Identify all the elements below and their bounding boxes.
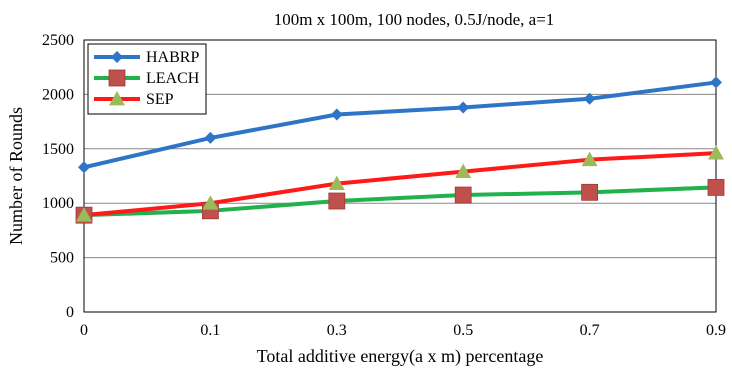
data-point-habrp: [78, 161, 90, 174]
data-point-habrp: [710, 76, 722, 89]
series-lines: [75, 76, 725, 224]
legend-label-habrp: HABRP: [146, 49, 199, 66]
series-line-leach: [83, 185, 717, 218]
x-axis-label: Total additive energy(a x m) percentage: [257, 346, 544, 367]
data-point-habrp: [457, 101, 470, 114]
data-point-sep: [328, 175, 345, 191]
data-point-sep: [455, 163, 472, 179]
legend-label-sep: SEP: [146, 91, 174, 108]
data-point-sep: [202, 195, 219, 210]
legend: HABRP LEACH SEP: [87, 43, 207, 115]
data-point-leach: [328, 192, 346, 210]
legend-label-leach: LEACH: [146, 70, 200, 87]
x-axis-ticks: 0 0.1 0.3 0.5 0.7 0.9: [80, 322, 726, 339]
x-tick-label: 0.1: [200, 322, 220, 339]
series-line-sep: [83, 151, 717, 218]
y-tick-label: 500: [50, 250, 74, 267]
series-line-habrp: [83, 80, 717, 170]
data-point-sep: [708, 145, 724, 160]
legend-marker: [109, 91, 125, 106]
y-tick-label: 2000: [42, 86, 74, 103]
y-axis-ticks: 0 500 1000 1500 2000 2500: [42, 32, 74, 321]
x-tick-label: 0.5: [453, 322, 473, 339]
legend-marker: [111, 51, 123, 63]
data-point-leach: [707, 179, 725, 196]
data-point-sep: [581, 151, 598, 167]
x-tick-label: 0.7: [580, 322, 600, 339]
plot-area-frame: [83, 39, 717, 313]
chart-title: 100m x 100m, 100 nodes, 0.5J/node, a=1: [274, 10, 555, 29]
x-tick-label: 0: [80, 322, 88, 339]
data-point-sep: [76, 207, 92, 222]
x-tick-label: 0.3: [327, 322, 347, 339]
y-tick-label: 0: [66, 304, 74, 321]
y-tick-label: 1000: [42, 195, 74, 212]
data-point-habrp: [330, 108, 343, 121]
x-tick-label: 0.9: [706, 322, 726, 339]
data-point-habrp: [583, 92, 596, 105]
data-point-leach: [581, 183, 598, 201]
y-tick-label: 2500: [42, 32, 74, 49]
legend-marker: [108, 69, 126, 87]
data-point-habrp: [204, 131, 217, 144]
data-point-leach: [454, 186, 472, 204]
y-axis-label: Number of Rounds: [6, 107, 26, 245]
y-tick-label: 1500: [42, 141, 74, 158]
